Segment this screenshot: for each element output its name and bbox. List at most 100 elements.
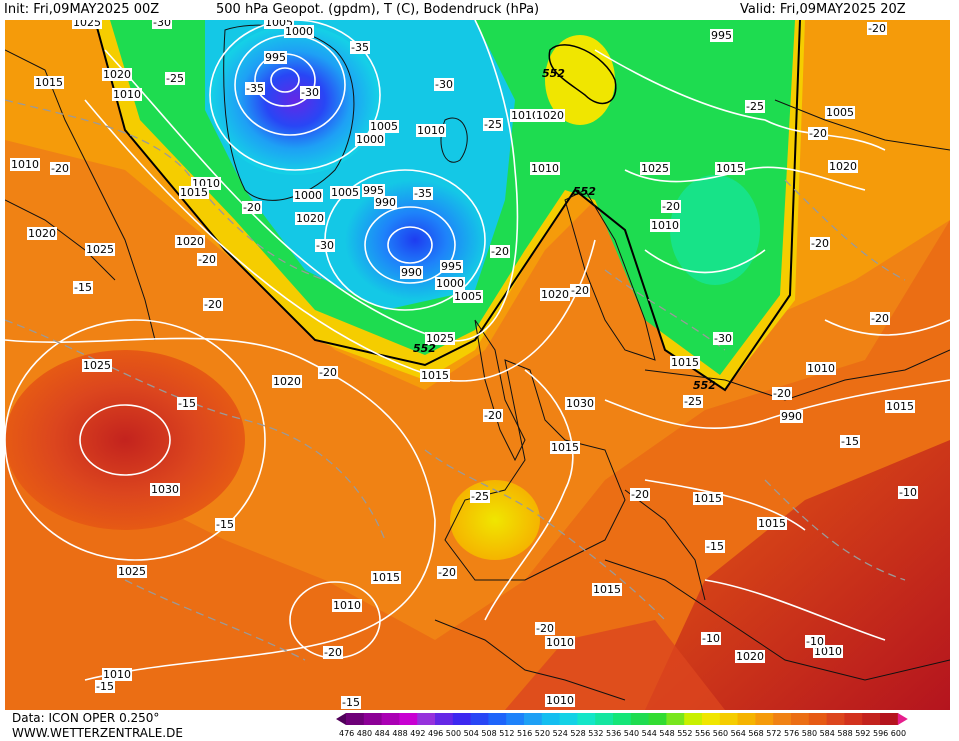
scale-tick-label: 532 bbox=[588, 729, 604, 738]
scale-tick-label: 548 bbox=[659, 729, 675, 738]
subtropical-warm-field bbox=[645, 440, 950, 710]
isobar-label: 1010 bbox=[530, 162, 560, 175]
temperature-label: -15 bbox=[840, 435, 860, 448]
isobar-label: 1020 bbox=[175, 235, 205, 248]
isobar-label: 1005 bbox=[825, 106, 855, 119]
map-title: 500 hPa Geopot. (gpdm), T (C), Bodendruc… bbox=[216, 2, 540, 17]
temperature-label: -30 bbox=[315, 239, 335, 252]
scale-tick-label: 596 bbox=[873, 729, 889, 738]
scale-tick-label: 600 bbox=[890, 729, 907, 738]
scale-tick-label: 584 bbox=[819, 729, 835, 738]
temperature-label: -15 bbox=[95, 680, 115, 693]
scale-tick-label: 588 bbox=[837, 729, 853, 738]
isobar-label: 1015 bbox=[757, 517, 787, 530]
temperature-label: -10 bbox=[805, 635, 825, 648]
temperature-label: -20 bbox=[50, 162, 70, 175]
isobar-label: 1010 bbox=[332, 599, 362, 612]
site-credit: WWW.WETTERZENTRALE.DE bbox=[12, 726, 183, 740]
scale-arrow-left bbox=[336, 713, 346, 725]
isobar-label: 1015 bbox=[715, 162, 745, 175]
isobar-label: 1015 bbox=[885, 400, 915, 413]
temperature-label: -20 bbox=[197, 253, 217, 266]
geopotential-label: 552 bbox=[573, 185, 596, 198]
weather-map-canvas bbox=[5, 20, 950, 710]
scandinavia-cold-field bbox=[670, 175, 760, 285]
scale-swatch bbox=[791, 713, 810, 725]
isobar-label: 1010 bbox=[416, 124, 446, 137]
scale-swatch bbox=[737, 713, 756, 725]
isobar-label: 1015 bbox=[371, 571, 401, 584]
color-scale-bar bbox=[336, 713, 908, 725]
isobar-label: 1030 bbox=[565, 397, 595, 410]
scale-tick-label: 488 bbox=[392, 729, 408, 738]
isobar-label: 1010 bbox=[545, 694, 575, 707]
temperature-label: -20 bbox=[661, 200, 681, 213]
isobars bbox=[5, 20, 950, 681]
scale-swatch bbox=[648, 713, 667, 725]
isobar-label: 990 bbox=[780, 410, 803, 423]
isobar-label: 1025 bbox=[640, 162, 670, 175]
isobar-label: 1020 bbox=[27, 227, 57, 240]
temperature-label: -20 bbox=[483, 409, 503, 422]
scale-tick-label: 580 bbox=[801, 729, 818, 738]
temperature-label: -25 bbox=[483, 118, 503, 131]
isobar-label: 1025 bbox=[425, 332, 455, 345]
isobar-label: 1010 bbox=[112, 88, 142, 101]
temperature-label: -20 bbox=[772, 387, 792, 400]
temperature-label: -20 bbox=[810, 237, 830, 250]
scale-swatch bbox=[613, 713, 632, 725]
isobar-label: 1020 bbox=[735, 650, 765, 663]
temperature-label: -20 bbox=[870, 312, 890, 325]
valid-time: Valid: Fri,09MAY2025 20Z bbox=[740, 2, 906, 17]
isobar-label: 1010 bbox=[545, 636, 575, 649]
scale-tick-label: 500 bbox=[445, 729, 462, 738]
isobar-label: 995 bbox=[440, 260, 463, 273]
scale-tick-label: 568 bbox=[748, 729, 764, 738]
scale-swatch bbox=[862, 713, 881, 725]
scale-swatch bbox=[488, 713, 507, 725]
greenland-low-core bbox=[210, 25, 380, 175]
temperature-label: -10 bbox=[701, 632, 721, 645]
scale-swatch bbox=[755, 713, 774, 725]
scale-tick-label: 492 bbox=[410, 729, 426, 738]
isobar-label: 1015 bbox=[693, 492, 723, 505]
isobar-label: 1020 bbox=[272, 375, 302, 388]
init-time: Init: Fri,09MAY2025 00Z bbox=[4, 2, 160, 17]
temperature-label: -20 bbox=[318, 366, 338, 379]
isobar-label: 1030 bbox=[150, 483, 180, 496]
scale-swatch bbox=[666, 713, 685, 725]
geopotential-552-closed-contour bbox=[548, 44, 617, 105]
isobar-label: 1010 bbox=[806, 362, 836, 375]
temperature-label: -20 bbox=[203, 298, 223, 311]
scale-swatch bbox=[826, 713, 845, 725]
scale-tick-label: 564 bbox=[730, 729, 746, 738]
isobar-label: 1000 bbox=[284, 25, 314, 38]
scale-swatch bbox=[506, 713, 525, 725]
scale-tick-label: 524 bbox=[552, 729, 568, 738]
isobar-label: 990 bbox=[374, 196, 397, 209]
temperature-label: -15 bbox=[341, 696, 361, 709]
isobar-label: 1000 bbox=[293, 189, 323, 202]
temperature-labels: -30 -25 -35 -35 -30 -30 -25 -20 -25 -20 … bbox=[5, 20, 950, 710]
scale-tick-label: 484 bbox=[374, 729, 390, 738]
temperature-label: -20 bbox=[242, 201, 262, 214]
isobar-label: 1020 bbox=[295, 212, 325, 225]
scale-swatch bbox=[773, 713, 792, 725]
scale-swatch bbox=[595, 713, 614, 725]
isobar-label: 1010 bbox=[813, 645, 843, 658]
isobar-label: 1025 bbox=[85, 243, 115, 256]
scale-swatch bbox=[719, 713, 739, 725]
scale-swatch bbox=[346, 713, 365, 725]
scale-tick-label: 496 bbox=[428, 729, 444, 738]
geopotential-552-contour bbox=[94, 20, 801, 392]
temperature-label: -30 bbox=[300, 86, 320, 99]
scale-tick-label: 520 bbox=[534, 729, 551, 738]
scale-tick-label: 480 bbox=[356, 729, 373, 738]
temperature-label: -25 bbox=[470, 490, 490, 503]
scale-swatch bbox=[399, 713, 418, 725]
isobar-label: 1020 bbox=[828, 160, 858, 173]
scale-tick-label: 540 bbox=[623, 729, 640, 738]
isobar-label: 1015 bbox=[179, 186, 209, 199]
isobar-label: 1015 bbox=[550, 441, 580, 454]
isobar-label: 1025 bbox=[117, 565, 147, 578]
